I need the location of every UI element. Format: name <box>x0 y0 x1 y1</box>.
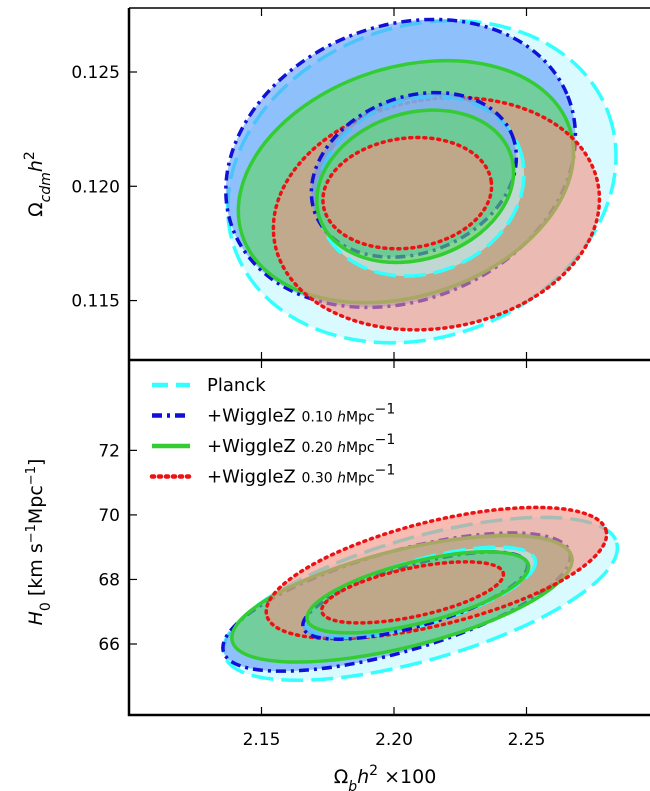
axes-frame <box>127 8 650 717</box>
x-tick-label: 2.25 <box>508 730 546 750</box>
top-panel-contours <box>224 17 618 345</box>
axes: 0.115 0.120 0.125 66 68 70 72 2.15 2.20 2.25 Ωcdmh… <box>22 7 650 791</box>
legend-label-planck: Planck <box>207 375 266 396</box>
legend-label-wigglez-0-10: +WiggleZ 0.10 hMpc−1 <box>207 402 395 427</box>
bottom-panel-contours <box>221 505 620 683</box>
y-axis-label-top: Ωcdmh2 <box>22 151 54 217</box>
legend-label-wigglez-0-30: +WiggleZ 0.30 hMpc−1 <box>207 463 395 488</box>
y-tick-label: 0.115 <box>71 292 120 312</box>
y-axis-label-bottom: H0 [km s−1Mpc−1] <box>24 459 55 626</box>
contour-wigglez-0-30-68 <box>321 135 494 251</box>
y-tick-label: 0.125 <box>71 63 120 83</box>
legend: Planck +WiggleZ 0.10 hMpc−1 +WiggleZ 0.20 … <box>149 375 395 488</box>
x-tick-label: 2.20 <box>375 730 413 750</box>
axes-frame-top-right <box>129 7 650 9</box>
x-tick-label: 2.15 <box>243 730 281 750</box>
y-tick-label: 72 <box>98 441 120 461</box>
y-tick-label: 0.120 <box>71 177 120 197</box>
contour-wigglez-0-30-68 <box>319 560 506 625</box>
y-tick-label: 68 <box>98 570 120 590</box>
legend-label-wigglez-0-20: +WiggleZ 0.20 hMpc−1 <box>207 432 395 457</box>
x-axis-label: Ωbh2 ×100 <box>334 763 437 791</box>
y-tick-label: 70 <box>98 506 120 526</box>
y-tick-label: 66 <box>98 635 120 655</box>
